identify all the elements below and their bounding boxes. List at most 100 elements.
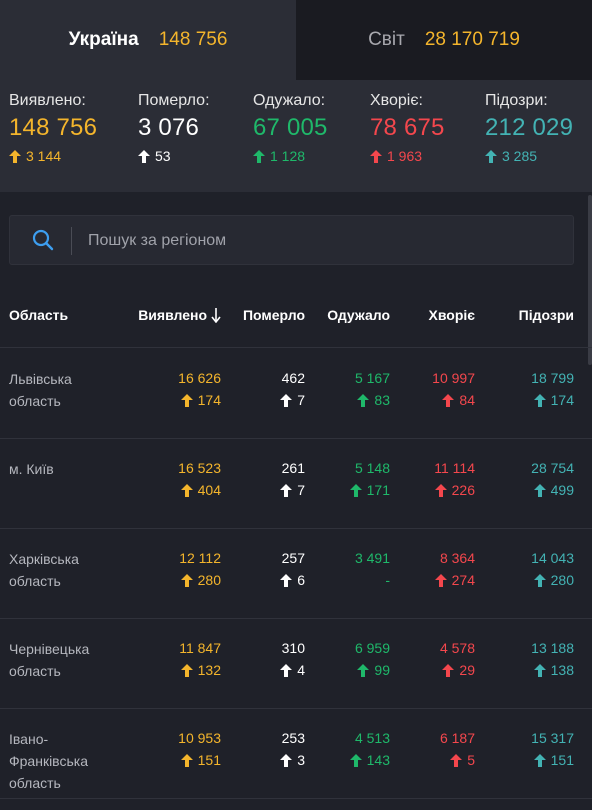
cell-sick: 11 114 226 xyxy=(434,460,475,498)
scrollbar[interactable] xyxy=(588,195,592,365)
cell-sick-delta: 29 xyxy=(440,662,475,678)
cell-suspected-delta: 151 xyxy=(531,752,574,768)
arrow-up-icon xyxy=(180,663,193,677)
stat-confirmed-delta: 3 144 xyxy=(9,148,97,164)
stat-dead-delta: 53 xyxy=(138,148,210,164)
search-icon[interactable] xyxy=(32,229,54,251)
cell-recovered-delta: 99 xyxy=(355,662,390,678)
cell-confirmed-value: 11 847 xyxy=(179,640,221,656)
cell-dead-value: 462 xyxy=(281,370,305,386)
table-row[interactable]: Івано-Франківська область 10 953 151 253 3 4 … xyxy=(0,708,592,799)
tab-ukraine[interactable]: Україна 148 756 xyxy=(0,0,296,80)
cell-suspected-delta: 174 xyxy=(531,392,574,408)
summary-panel: Виявлено: 148 756 3 144 Померло: 3 076 5… xyxy=(0,80,592,192)
cell-dead-delta-value: 4 xyxy=(297,662,305,678)
cell-sick-value: 6 187 xyxy=(439,730,475,746)
arrow-up-icon xyxy=(442,663,455,677)
header-dead[interactable]: Померло xyxy=(242,307,305,323)
tab-bar: Україна 148 756 Світ 28 170 719 xyxy=(0,0,592,80)
cell-suspected-value: 28 754 xyxy=(531,460,574,476)
arrow-up-icon xyxy=(533,393,546,407)
arrow-up-icon xyxy=(533,573,546,587)
cell-dead-delta: 4 xyxy=(280,662,305,678)
stat-dead: Померло: 3 076 53 xyxy=(138,92,210,164)
table-row[interactable]: Чернівецька область 11 847 132 310 4 6 959 99 4… xyxy=(0,618,592,709)
cell-recovered: 3 491 - xyxy=(355,550,390,588)
cell-dead-delta-value: 7 xyxy=(297,392,305,408)
cell-suspected-delta-value: 174 xyxy=(550,392,574,408)
region-name: Івано-Франківська область xyxy=(9,731,88,791)
stat-sick-delta-value: 1 963 xyxy=(387,148,423,164)
table-row[interactable]: м. Київ 16 523 404 261 7 5 148 171 11 114 226 28 … xyxy=(0,438,592,529)
arrow-up-icon xyxy=(434,483,447,497)
header-suspected[interactable]: Підозри xyxy=(518,307,574,323)
cell-recovered-delta-value: 99 xyxy=(374,662,390,678)
cell-confirmed: 11 847 132 xyxy=(179,640,221,678)
cell-recovered-delta: 171 xyxy=(349,482,390,498)
search-divider xyxy=(71,227,72,255)
header-confirmed-label: Виявлено xyxy=(138,307,207,323)
stat-suspected-label: Підозри: xyxy=(485,92,548,109)
cell-sick-delta: 5 xyxy=(440,752,475,768)
arrow-up-icon xyxy=(533,483,546,497)
cell-sick-delta-value: 5 xyxy=(467,752,475,768)
cell-recovered-value: 4 513 xyxy=(354,730,390,746)
arrow-up-icon xyxy=(442,393,455,407)
arrow-up-icon xyxy=(370,149,382,163)
header-sick[interactable]: Хворіє xyxy=(428,307,475,323)
cell-sick-value: 11 114 xyxy=(434,460,475,476)
cell-confirmed-value: 10 953 xyxy=(178,730,221,746)
cell-sick: 6 187 5 xyxy=(440,730,475,768)
stat-suspected-delta-value: 3 285 xyxy=(502,148,538,164)
cell-confirmed: 16 523 404 xyxy=(178,460,221,498)
cell-suspected-value: 15 317 xyxy=(531,730,574,746)
cell-recovered-delta: - xyxy=(355,572,390,588)
cell-sick-delta-value: 84 xyxy=(459,392,475,408)
tab-world-value: 28 170 719 xyxy=(424,29,520,50)
stat-sick: Хворіє: 78 675 1 963 xyxy=(370,92,445,164)
stat-confirmed-label: Виявлено: xyxy=(9,92,86,109)
tab-world[interactable]: Світ 28 170 719 xyxy=(296,0,592,80)
cell-recovered-value: 5 148 xyxy=(354,460,390,476)
stat-recovered-delta: 1 128 xyxy=(253,148,328,164)
stat-sick-value: 78 675 xyxy=(370,114,445,141)
arrow-up-icon xyxy=(180,573,193,587)
cell-confirmed-delta-value: 174 xyxy=(197,392,221,408)
table-header: Область Виявлено Померло Одужало Хворіє … xyxy=(0,297,592,348)
stat-confirmed-value: 148 756 xyxy=(9,114,98,141)
arrow-down-icon xyxy=(211,308,221,323)
arrow-up-icon xyxy=(533,753,546,767)
table-row[interactable]: Харківська область 12 112 280 257 6 3 491-8 3… xyxy=(0,528,592,619)
cell-suspected: 15 317 151 xyxy=(531,730,574,768)
stat-suspected-value: 212 029 xyxy=(485,114,574,141)
arrow-up-icon xyxy=(485,149,497,163)
cell-dead: 462 7 xyxy=(280,370,305,408)
cell-confirmed-delta: 151 xyxy=(178,752,221,768)
tab-ukraine-value: 148 756 xyxy=(158,29,228,50)
header-recovered[interactable]: Одужало xyxy=(327,307,390,323)
cell-sick-value: 4 578 xyxy=(439,640,475,656)
stat-dead-value: 3 076 xyxy=(138,114,200,141)
stat-recovered-delta-value: 1 128 xyxy=(270,148,306,164)
stat-suspected: Підозри: 212 029 3 285 xyxy=(485,92,573,164)
cell-dead-delta: 6 xyxy=(280,572,305,588)
stat-dead-delta-value: 53 xyxy=(155,148,171,164)
header-region[interactable]: Область xyxy=(9,307,69,323)
arrow-up-icon xyxy=(180,393,193,407)
table-row[interactable]: Львівська область 16 626 174 462 7 5 167 83 10 … xyxy=(0,348,592,439)
cell-recovered: 5 148 171 xyxy=(349,460,390,498)
cell-dead-delta-value: 6 xyxy=(297,572,305,588)
search-box xyxy=(9,215,574,266)
cell-suspected-delta: 499 xyxy=(531,482,574,498)
region-name: Харківська область xyxy=(9,551,79,589)
stat-suspected-delta: 3 285 xyxy=(485,148,573,164)
search-input[interactable] xyxy=(86,216,550,266)
header-confirmed[interactable]: Виявлено xyxy=(138,307,221,323)
cell-confirmed-value: 16 626 xyxy=(178,370,221,386)
cell-confirmed-delta-value: 151 xyxy=(197,752,221,768)
cell-confirmed-delta-value: 280 xyxy=(197,572,221,588)
cell-recovered-value: 5 167 xyxy=(354,370,390,386)
region-name: Львівська область xyxy=(9,371,72,409)
stat-sick-delta: 1 963 xyxy=(370,148,445,164)
stat-recovered: Одужало: 67 005 1 128 xyxy=(253,92,328,164)
